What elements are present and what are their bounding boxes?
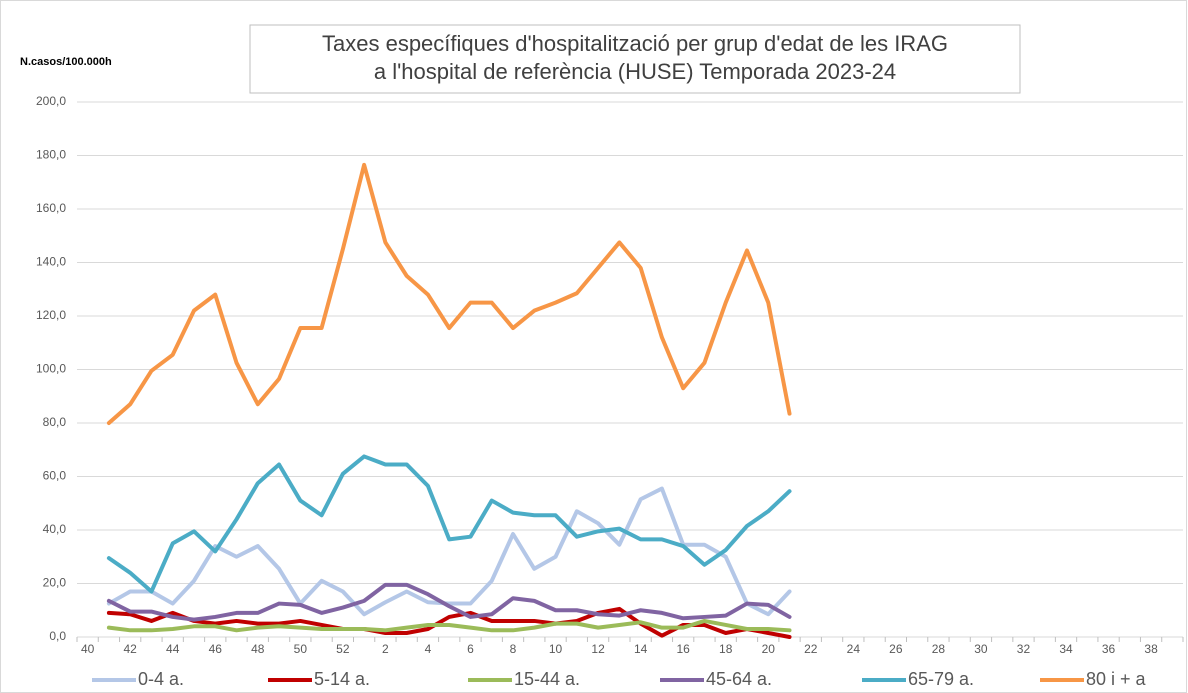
series-line [106, 454, 792, 594]
x-tick-label: 32 [1017, 642, 1031, 656]
series-line [106, 582, 792, 622]
x-tick-label: 52 [336, 642, 350, 656]
x-tick-label: 42 [123, 642, 137, 656]
legend-label: 65-79 a. [908, 669, 974, 689]
y-tick-label: 60,0 [43, 469, 67, 483]
x-tick-label: 10 [549, 642, 563, 656]
x-tick-label: 50 [294, 642, 308, 656]
y-tick-label: 140,0 [36, 255, 66, 269]
x-tick-label: 48 [251, 642, 265, 656]
y-tick-label: 200,0 [36, 94, 66, 108]
x-tick-label: 36 [1102, 642, 1116, 656]
x-tick-label: 6 [467, 642, 474, 656]
x-tick-label: 14 [634, 642, 648, 656]
x-tick-label: 38 [1144, 642, 1158, 656]
x-tick-label: 20 [762, 642, 776, 656]
x-tick-label: 26 [889, 642, 903, 656]
x-tick-label: 34 [1059, 642, 1073, 656]
x-tick-label: 22 [804, 642, 818, 656]
x-tick-label: 28 [932, 642, 946, 656]
x-tick-label: 8 [510, 642, 517, 656]
chart-title: a l'hospital de referència (HUSE) Tempor… [374, 59, 896, 84]
series-line [106, 486, 792, 617]
legend-label: 0-4 a. [138, 669, 184, 689]
x-tick-label: 44 [166, 642, 180, 656]
legend-label: 15-44 a. [514, 669, 580, 689]
y-tick-label: 0,0 [49, 629, 66, 643]
y-tick-label: 20,0 [43, 576, 67, 590]
x-tick-label: 24 [847, 642, 861, 656]
x-tick-label: 12 [591, 642, 605, 656]
y-tick-label: 120,0 [36, 308, 66, 322]
y-tick-label: 80,0 [43, 415, 67, 429]
legend-label: 5-14 a. [314, 669, 370, 689]
y-axis-label: N.casos/100.000h [20, 56, 112, 68]
x-tick-label: 18 [719, 642, 733, 656]
legend-label: 45-64 a. [706, 669, 772, 689]
y-tick-label: 180,0 [36, 148, 66, 162]
series-line [106, 618, 792, 633]
y-tick-label: 100,0 [36, 362, 66, 376]
x-tick-label: 4 [425, 642, 432, 656]
y-tick-label: 40,0 [43, 522, 67, 536]
x-tick-label: 30 [974, 642, 988, 656]
x-tick-label: 46 [209, 642, 223, 656]
chart-title: Taxes específiques d'hospitalització per… [322, 31, 948, 56]
x-tick-label: 2 [382, 642, 389, 656]
y-tick-label: 160,0 [36, 201, 66, 215]
x-tick-label: 40 [81, 642, 95, 656]
legend-label: 80 i + a [1086, 669, 1147, 689]
title-box [249, 24, 1021, 94]
x-tick-label: 16 [676, 642, 690, 656]
series-line [106, 162, 792, 425]
